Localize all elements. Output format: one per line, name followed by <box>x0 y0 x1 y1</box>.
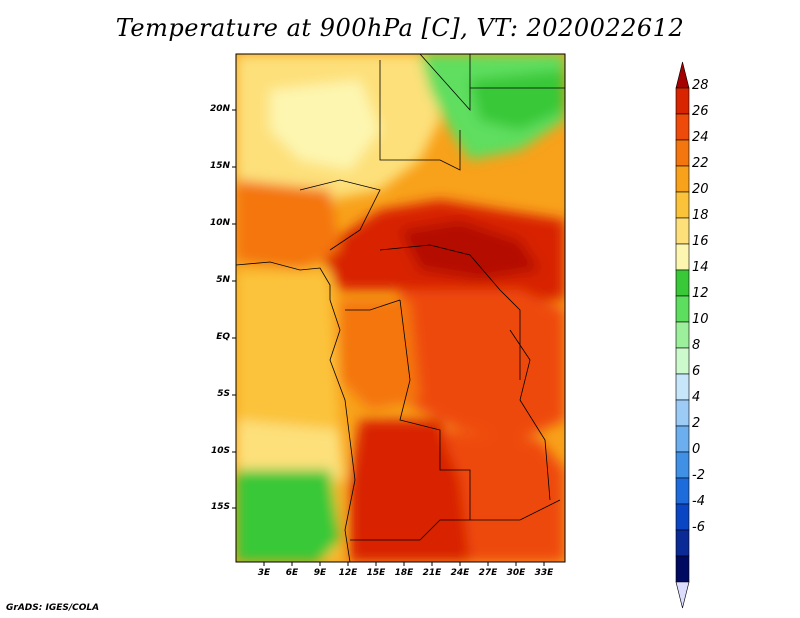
colorbar-label: 24 <box>692 130 709 145</box>
lon-label: 30E <box>506 568 526 578</box>
credit-text: GrADS: IGES/COLA <box>6 603 100 613</box>
colorbar-swatch <box>675 425 690 453</box>
lon-label: 33E <box>534 568 554 578</box>
colorbar-label: 22 <box>692 156 709 171</box>
colorbar-swatch <box>675 217 690 245</box>
country-boundaries <box>236 54 565 562</box>
colorbar-label: 10 <box>692 312 709 327</box>
lat-label: 15S <box>210 502 230 512</box>
lon-label: 9E <box>313 568 327 578</box>
colorbar-swatch <box>675 399 690 427</box>
lat-label: 5S <box>217 389 230 399</box>
colorbar-swatch <box>675 295 690 323</box>
lon-label: 15E <box>366 568 386 578</box>
colorbar-swatch <box>675 113 690 141</box>
lat-label: 20N <box>209 104 230 114</box>
colorbar-label: 16 <box>692 234 709 249</box>
colorbar-label: 4 <box>692 390 701 405</box>
colorbar-swatch <box>675 191 690 219</box>
colorbar-swatch <box>675 269 690 297</box>
colorbar-label: 26 <box>692 104 709 119</box>
lon-label: 18E <box>394 568 414 578</box>
lon-label: 6E <box>285 568 299 578</box>
colorbar-swatch <box>675 555 690 583</box>
colorbar-swatch <box>675 347 690 375</box>
lon-label: 21E <box>422 568 442 578</box>
temperature-field <box>236 54 565 562</box>
axis-ticks <box>232 109 545 566</box>
colorbar-label: 8 <box>692 338 701 353</box>
colorbar-label: 0 <box>692 442 701 457</box>
colorbar-label: -6 <box>692 520 705 535</box>
lat-label: 10N <box>209 218 230 228</box>
colorbar-label: 18 <box>692 208 709 223</box>
colorbar-label: -4 <box>692 494 705 509</box>
colorbar-swatch <box>675 477 690 505</box>
colorbar-label: 14 <box>692 260 709 275</box>
lon-label: 12E <box>338 568 358 578</box>
colorbar-swatch <box>675 321 690 349</box>
colorbar-label: 2 <box>692 416 701 431</box>
lon-label: 3E <box>257 568 271 578</box>
colorbar-label: 20 <box>692 182 709 197</box>
colorbar-label: -2 <box>692 468 705 483</box>
colorbar-label: 28 <box>692 78 709 93</box>
colorbar-swatch <box>675 503 690 531</box>
lat-label: 15N <box>209 161 230 171</box>
colorbar <box>675 61 690 609</box>
colorbar-top-arrow <box>675 61 690 89</box>
colorbar-swatch <box>675 451 690 479</box>
colorbar-label: 6 <box>692 364 701 379</box>
colorbar-swatch <box>675 87 690 115</box>
colorbar-swatch <box>675 165 690 193</box>
colorbar-swatch <box>675 139 690 167</box>
lat-label: EQ <box>216 332 230 342</box>
lon-label: 24E <box>450 568 470 578</box>
colorbar-swatch <box>675 243 690 271</box>
lat-label: 5N <box>216 275 230 285</box>
colorbar-swatch <box>675 529 690 557</box>
lat-label: 10S <box>210 446 230 456</box>
colorbar-label: 12 <box>692 286 709 301</box>
colorbar-swatch <box>675 373 690 401</box>
colorbar-bottom-arrow <box>675 581 690 609</box>
chart-title: Temperature at 900hPa [C], VT: 202002261… <box>115 14 685 42</box>
lon-label: 27E <box>478 568 498 578</box>
